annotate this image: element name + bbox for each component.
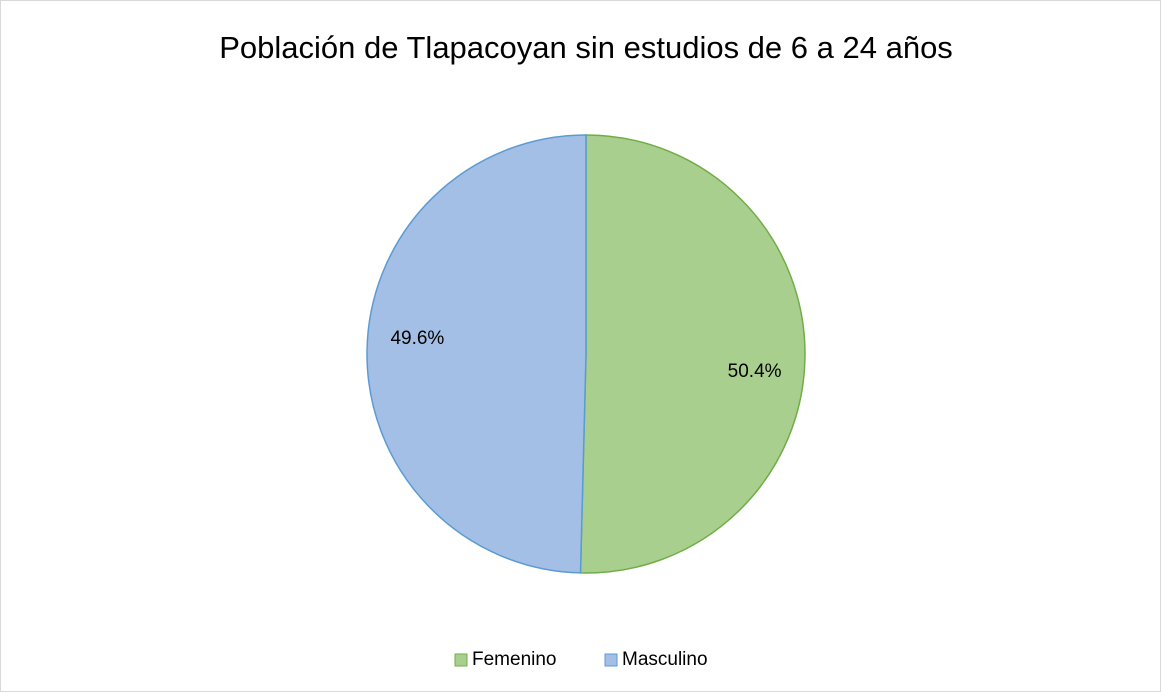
chart-title: Población de Tlapacoyan sin estudios de … [219, 30, 953, 65]
pie-slice [579, 134, 806, 574]
legend-swatch [454, 653, 468, 667]
legend-label: Masculino [622, 649, 708, 670]
pie-slice [366, 134, 587, 574]
legend-label: Femenino [472, 649, 557, 670]
legend-swatch [604, 653, 618, 667]
data-label: 50.4% [728, 361, 782, 382]
data-label: 49.6% [390, 328, 444, 349]
